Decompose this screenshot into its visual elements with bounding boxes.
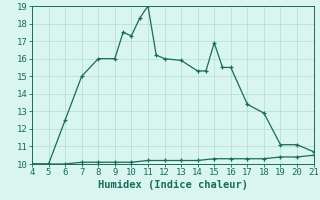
X-axis label: Humidex (Indice chaleur): Humidex (Indice chaleur)	[98, 180, 248, 190]
